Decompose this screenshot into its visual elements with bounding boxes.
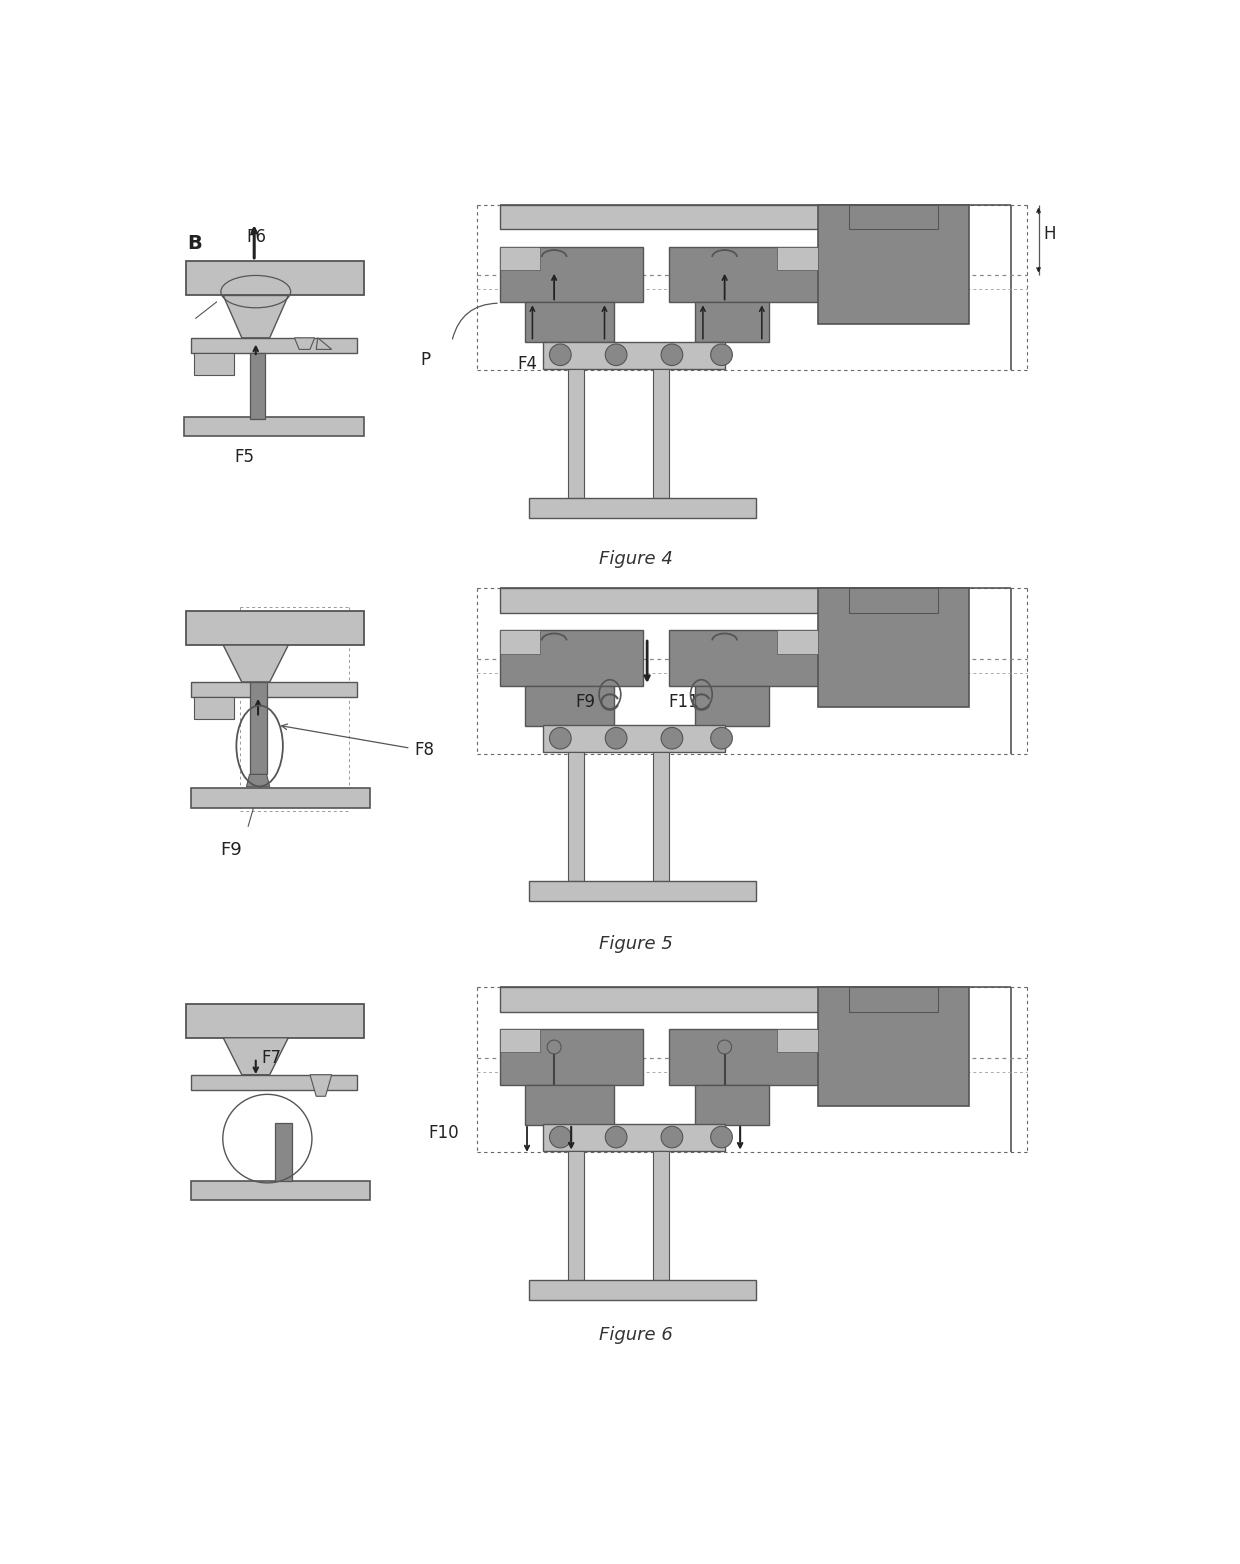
Text: F8: F8 <box>414 740 435 759</box>
Text: F4: F4 <box>517 355 537 372</box>
Bar <box>568 752 584 882</box>
Bar <box>696 1085 769 1125</box>
Bar <box>500 987 950 1012</box>
Bar <box>568 369 584 497</box>
Bar <box>653 1151 668 1281</box>
Bar <box>500 588 950 613</box>
Bar <box>777 247 817 271</box>
Bar <box>777 1029 817 1053</box>
Text: Figure 5: Figure 5 <box>599 935 672 952</box>
Text: B: B <box>187 235 202 253</box>
Text: Figure 4: Figure 4 <box>599 549 672 568</box>
Bar <box>696 302 769 343</box>
Text: F9: F9 <box>219 840 242 859</box>
Bar <box>848 987 937 1012</box>
Bar <box>668 1029 817 1085</box>
Polygon shape <box>247 774 270 787</box>
Circle shape <box>711 1126 733 1148</box>
Bar <box>525 302 614 343</box>
Circle shape <box>547 1040 560 1054</box>
Text: F11: F11 <box>668 693 699 712</box>
Circle shape <box>549 1126 572 1148</box>
Bar <box>186 261 365 294</box>
Circle shape <box>711 727 733 749</box>
Circle shape <box>605 344 627 366</box>
Bar <box>543 341 724 369</box>
Bar <box>653 752 668 882</box>
Bar <box>817 205 968 324</box>
Bar <box>529 1281 755 1300</box>
Circle shape <box>605 1126 627 1148</box>
Bar <box>191 1181 371 1200</box>
Bar <box>191 682 357 698</box>
Polygon shape <box>316 338 332 349</box>
Bar <box>191 1074 357 1090</box>
Bar <box>185 418 365 436</box>
Bar <box>668 247 817 302</box>
Bar <box>817 987 968 1106</box>
Text: F10: F10 <box>429 1125 459 1142</box>
Circle shape <box>605 727 627 749</box>
Bar <box>848 588 937 613</box>
Bar <box>500 630 541 654</box>
Bar <box>500 205 950 230</box>
Text: F6: F6 <box>247 228 267 246</box>
Bar <box>249 682 267 774</box>
Bar <box>848 205 937 230</box>
Polygon shape <box>310 1074 332 1096</box>
Bar <box>275 1123 293 1181</box>
Circle shape <box>549 344 572 366</box>
Bar <box>817 588 968 707</box>
Bar <box>193 353 234 375</box>
Bar <box>193 698 234 719</box>
Bar <box>500 1029 644 1085</box>
Bar <box>668 630 817 687</box>
Text: F5: F5 <box>234 447 254 466</box>
Bar <box>653 369 668 497</box>
Circle shape <box>661 344 683 366</box>
Bar <box>525 687 614 726</box>
Text: H: H <box>1043 225 1055 242</box>
Polygon shape <box>223 1038 288 1074</box>
Bar <box>529 497 755 518</box>
Polygon shape <box>295 338 315 349</box>
Bar <box>500 1029 541 1053</box>
Circle shape <box>718 1040 732 1054</box>
Polygon shape <box>223 296 288 338</box>
Bar <box>696 687 769 726</box>
Circle shape <box>549 727 572 749</box>
Bar <box>777 630 817 654</box>
Bar <box>249 353 265 419</box>
Text: Figure 6: Figure 6 <box>599 1326 672 1343</box>
Circle shape <box>661 1126 683 1148</box>
Bar <box>500 247 644 302</box>
Bar <box>568 1151 584 1281</box>
Bar <box>543 1125 724 1151</box>
Bar <box>529 882 755 901</box>
Bar <box>191 338 357 353</box>
Bar <box>186 612 365 644</box>
Polygon shape <box>223 644 288 682</box>
Circle shape <box>711 344 733 366</box>
Text: F7: F7 <box>262 1048 281 1067</box>
Bar <box>500 247 541 271</box>
Bar <box>525 1085 614 1125</box>
Bar <box>500 630 644 687</box>
Text: F9: F9 <box>575 693 596 712</box>
Bar <box>186 1004 365 1038</box>
Text: P: P <box>420 350 432 369</box>
Circle shape <box>661 727 683 749</box>
Bar <box>191 788 371 807</box>
Bar <box>543 726 724 752</box>
